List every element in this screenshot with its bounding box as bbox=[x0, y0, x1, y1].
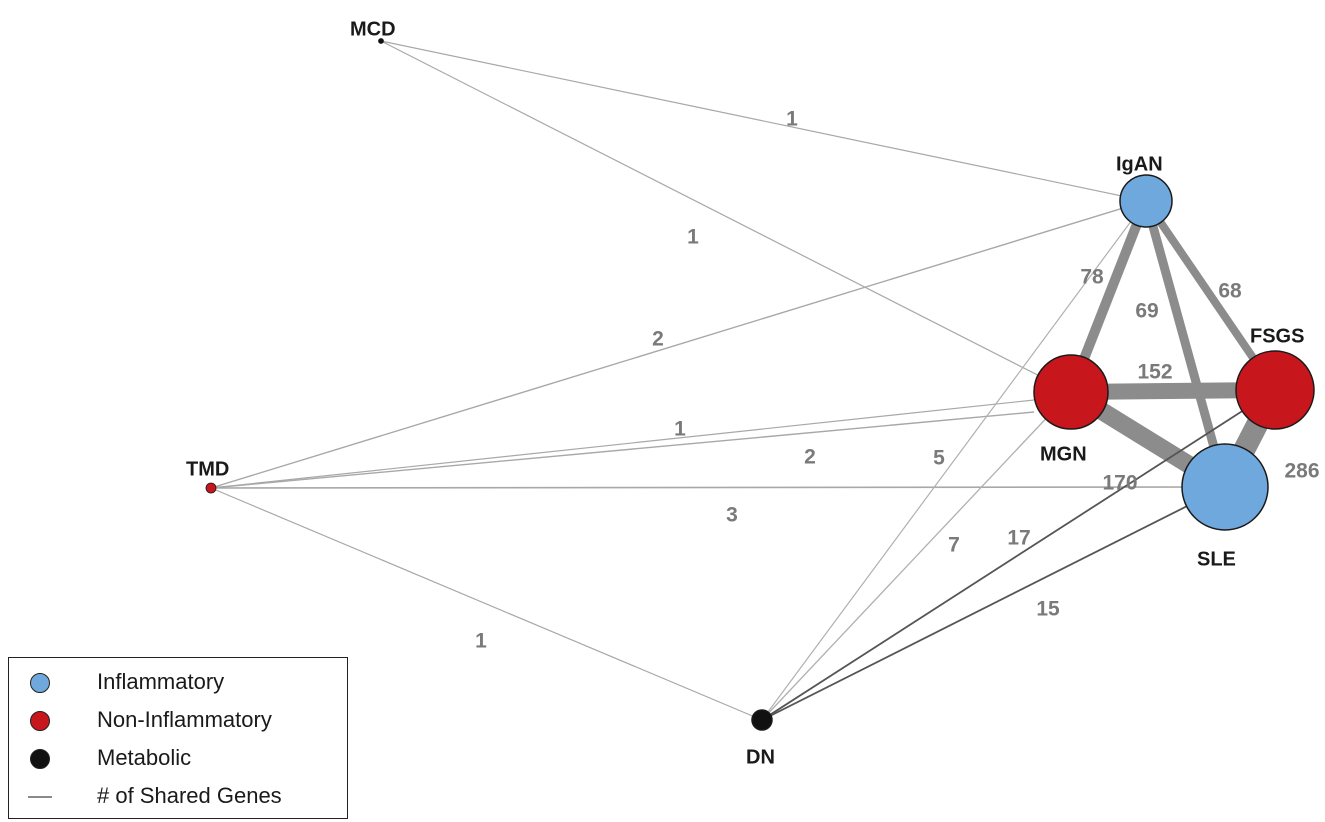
edge-label-tmd-mgn-b: 2 bbox=[804, 446, 816, 469]
edge-dn-sle bbox=[761, 486, 1226, 721]
edges-layer bbox=[210, 40, 1285, 721]
edge-tmd-sle bbox=[210, 486, 1226, 489]
edge-label-tmd-dn: 1 bbox=[475, 630, 487, 653]
edge-labels-layer: 1 1 2 1 2 3 1 78 69 68 152 170 286 5 7 17 15 bbox=[475, 108, 1319, 653]
edge-label-igan-fsgs: 68 bbox=[1218, 280, 1242, 303]
edge-tmd-mgn-b bbox=[210, 411, 1035, 489]
edge-label-dn-sle: 15 bbox=[1036, 598, 1060, 621]
legend-item-inflammatory: Inflammatory bbox=[9, 664, 347, 700]
edge-tmd-mgn-a bbox=[210, 399, 1035, 489]
shared-genes-line-swatch bbox=[28, 796, 52, 798]
node-label-fsgs: FSGS bbox=[1250, 325, 1304, 347]
node-label-dn: DN bbox=[746, 746, 775, 768]
node-labels-layer: MCD IgAN FSGS MGN SLE TMD DN bbox=[186, 18, 1304, 768]
node-igan bbox=[1119, 174, 1173, 228]
node-label-mgn: MGN bbox=[1040, 443, 1087, 465]
node-dn bbox=[751, 709, 773, 731]
node-label-igan: IgAN bbox=[1116, 153, 1163, 175]
node-tmd bbox=[205, 482, 217, 494]
edge-label-mcd-mgn: 1 bbox=[687, 226, 699, 249]
legend-label-noninflammatory: Non-Inflammatory bbox=[97, 707, 272, 732]
legend-item-metabolic: Metabolic bbox=[9, 740, 347, 776]
edge-mcd-igan bbox=[380, 40, 1147, 202]
edge-label-mgn-sle: 170 bbox=[1102, 472, 1137, 495]
edge-label-tmd-igan: 2 bbox=[652, 328, 664, 351]
legend-item-shared-genes: # of Shared Genes bbox=[9, 778, 347, 814]
node-mgn bbox=[1033, 354, 1109, 430]
edge-label-dn-fsgs: 17 bbox=[1007, 527, 1030, 550]
edge-igan-sle bbox=[1141, 199, 1230, 489]
node-label-mcd: MCD bbox=[350, 18, 396, 40]
nodes-layer bbox=[205, 38, 1315, 731]
node-mcd bbox=[378, 38, 384, 44]
legend: Inflammatory Non-Inflammatory Metabolic … bbox=[8, 657, 348, 819]
edge-dn-fsgs bbox=[761, 389, 1276, 721]
node-label-sle: SLE bbox=[1197, 548, 1236, 570]
edge-label-dn-mgn: 7 bbox=[948, 534, 960, 557]
edge-dn-mgn bbox=[761, 391, 1072, 721]
edge-label-igan-mgn: 78 bbox=[1080, 266, 1104, 289]
edge-label-tmd-mgn-a: 1 bbox=[674, 418, 686, 441]
node-label-tmd: TMD bbox=[186, 458, 229, 480]
edge-label-tmd-sle: 3 bbox=[726, 504, 738, 527]
edge-label-igan-sle: 69 bbox=[1135, 300, 1158, 323]
edge-label-mcd-igan: 1 bbox=[786, 108, 798, 131]
node-sle bbox=[1181, 443, 1269, 531]
edge-tmd-dn bbox=[210, 487, 763, 721]
edge-label-mgn-fsgs: 152 bbox=[1137, 361, 1172, 384]
inflammatory-swatch bbox=[30, 673, 50, 693]
legend-label-shared-genes: # of Shared Genes bbox=[97, 783, 282, 808]
legend-label-metabolic: Metabolic bbox=[97, 745, 192, 770]
edge-label-dn-igan: 5 bbox=[933, 447, 945, 470]
legend-item-noninflammatory: Non-Inflammatory bbox=[9, 702, 347, 738]
node-fsgs bbox=[1235, 350, 1315, 430]
edge-tmd-igan bbox=[210, 200, 1147, 489]
edge-dn-igan bbox=[761, 200, 1147, 721]
edge-label-fsgs-sle: 286 bbox=[1284, 460, 1319, 483]
metabolic-swatch bbox=[30, 749, 50, 769]
noninflammatory-swatch bbox=[30, 711, 50, 731]
legend-label-inflammatory: Inflammatory bbox=[97, 669, 225, 694]
edge-mcd-mgn bbox=[380, 40, 1072, 393]
